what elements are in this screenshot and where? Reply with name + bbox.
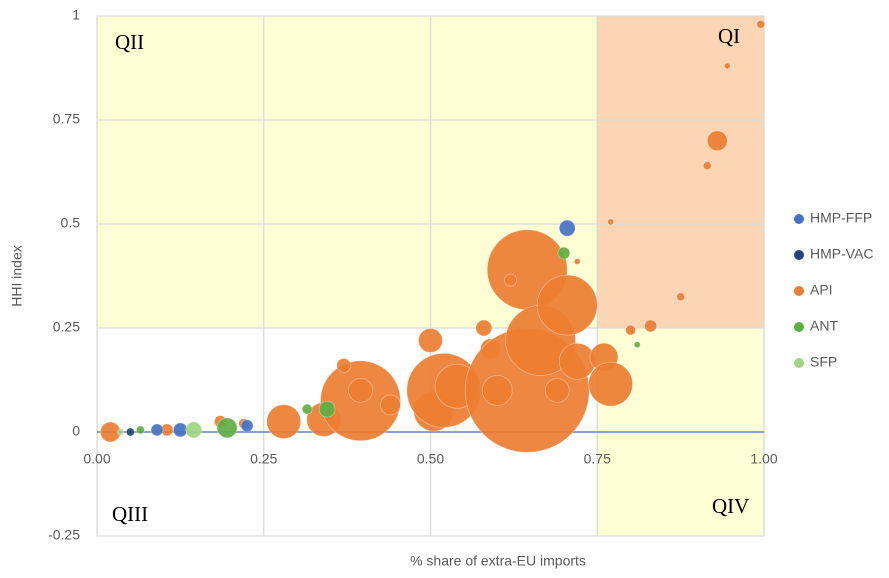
y-tick-label: 0.5 (61, 215, 81, 231)
x-tick-label: 0.50 (417, 451, 444, 467)
bubble (336, 358, 352, 373)
legend-label: ANT (810, 318, 838, 334)
legend-swatch (794, 286, 804, 296)
bubble (588, 361, 633, 407)
quadrant-label: QI (718, 24, 740, 48)
x-tick-label: 0.75 (584, 451, 611, 467)
legend-label: HMP-FFP (810, 210, 872, 226)
legend-swatch (794, 214, 804, 224)
bubble (116, 428, 124, 436)
bubble (633, 341, 641, 349)
bubble (756, 19, 766, 29)
y-tick-label: 1 (72, 7, 80, 23)
y-tick-label: -0.25 (48, 527, 80, 543)
bubble (504, 273, 517, 287)
quadrant-label: QII (115, 30, 144, 54)
legend-swatch (794, 358, 804, 368)
bubble (706, 130, 728, 152)
bubble (702, 161, 712, 171)
bubble (676, 292, 686, 302)
bubble (185, 421, 203, 439)
bubble (380, 394, 401, 416)
bubble (172, 422, 188, 438)
legend-swatch (794, 322, 804, 332)
bubble (135, 425, 145, 435)
bubble (536, 274, 598, 336)
x-tick-label: 0.00 (83, 451, 110, 467)
bubble (557, 246, 571, 260)
legend-label: HMP-VAC (810, 246, 874, 262)
bubble (318, 400, 336, 418)
bubble (573, 258, 581, 265)
bubble (418, 328, 443, 353)
bubble (125, 427, 135, 437)
bubble (558, 342, 596, 380)
quadrant-label: QIV (712, 494, 749, 518)
bubble (266, 404, 302, 440)
bubble (348, 377, 373, 403)
y-tick-label: 0.75 (53, 111, 80, 127)
x-axis-title: % share of extra-EU imports (410, 553, 586, 569)
legend-label: SFP (810, 354, 837, 370)
bubble (475, 319, 493, 337)
bubble (481, 374, 513, 406)
legend-label: API (810, 282, 833, 298)
bubble (544, 377, 570, 403)
bubble (607, 218, 614, 226)
bubble (558, 219, 576, 237)
legend-swatch (794, 250, 804, 260)
y-tick-label: 0 (72, 423, 80, 439)
bubble (625, 324, 636, 336)
bubble (240, 419, 254, 433)
bubble (301, 403, 313, 415)
bubble (150, 423, 164, 437)
y-tick-label: 0.25 (53, 319, 80, 335)
y-axis-title: HHI index (9, 245, 25, 306)
quadrant-i (597, 16, 764, 328)
quadrant-label: QIII (112, 502, 148, 526)
x-tick-label: 0.25 (250, 451, 277, 467)
bubble (644, 319, 658, 333)
bubble (216, 417, 238, 439)
x-tick-label: 1.00 (750, 451, 777, 467)
bubble (723, 62, 731, 70)
